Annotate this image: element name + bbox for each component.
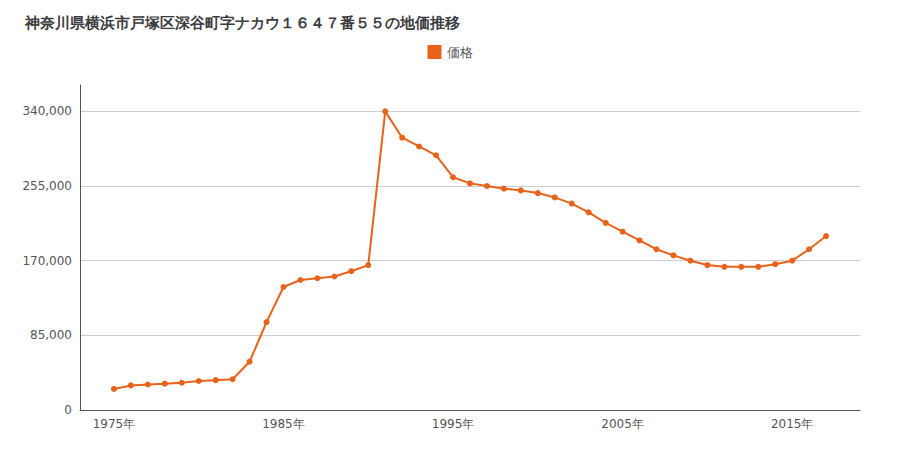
svg-text:2015年: 2015年 [771, 417, 814, 431]
svg-text:340,000: 340,000 [22, 104, 72, 118]
svg-text:0: 0 [64, 403, 72, 417]
svg-text:2005年: 2005年 [601, 417, 644, 431]
svg-text:1995年: 1995年 [432, 417, 475, 431]
svg-text:神奈川県横浜市戸塚区深谷町字ナカウ１６４７番５５の地価推移: 神奈川県横浜市戸塚区深谷町字ナカウ１６４７番５５の地価推移 [24, 14, 460, 32]
svg-text:85,000: 85,000 [30, 328, 72, 342]
svg-text:1975年: 1975年 [93, 417, 136, 431]
svg-text:1985年: 1985年 [262, 417, 305, 431]
svg-text:170,000: 170,000 [22, 254, 72, 268]
svg-text:255,000: 255,000 [22, 179, 72, 193]
svg-text:価格: 価格 [447, 45, 473, 60]
